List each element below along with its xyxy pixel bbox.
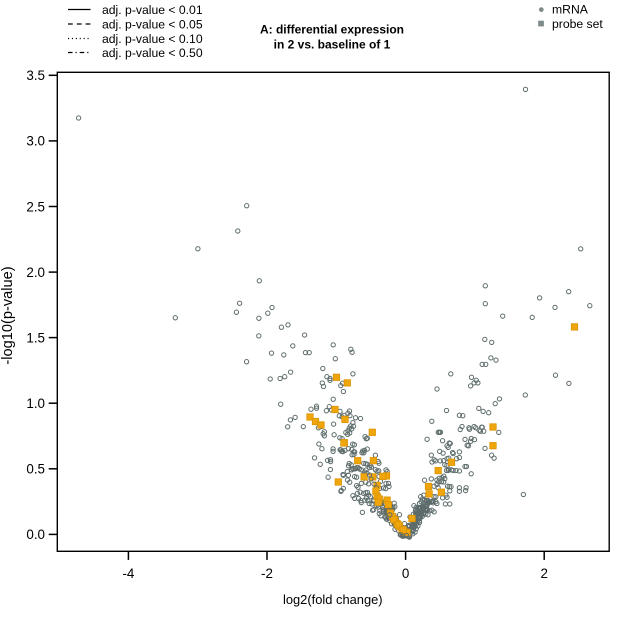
svg-text:2.5: 2.5 — [26, 199, 45, 214]
svg-text:probe set: probe set — [552, 17, 603, 31]
svg-text:0.0: 0.0 — [26, 527, 45, 542]
svg-text:adj. p-value < 0.05: adj. p-value < 0.05 — [102, 17, 203, 31]
svg-text:2: 2 — [540, 566, 547, 581]
svg-text:3.0: 3.0 — [26, 134, 45, 149]
svg-text:-4: -4 — [122, 566, 134, 581]
svg-text:0: 0 — [402, 566, 409, 581]
svg-text:mRNA: mRNA — [552, 3, 589, 17]
svg-text:log2(fold change): log2(fold change) — [283, 592, 383, 607]
svg-text:in 2 vs. baseline of 1: in 2 vs. baseline of 1 — [274, 37, 391, 51]
svg-text:3.5: 3.5 — [26, 68, 45, 83]
svg-text:-2: -2 — [261, 566, 273, 581]
svg-text:1.5: 1.5 — [26, 330, 45, 345]
svg-text:1.0: 1.0 — [26, 396, 45, 411]
svg-text:adj. p-value < 0.01: adj. p-value < 0.01 — [102, 3, 203, 17]
svg-text:0.5: 0.5 — [26, 462, 45, 477]
svg-text:A: differential expression: A: differential expression — [260, 22, 404, 36]
svg-text:adj. p-value < 0.50: adj. p-value < 0.50 — [102, 46, 203, 60]
svg-text:adj. p-value < 0.10: adj. p-value < 0.10 — [102, 32, 203, 46]
svg-text:-log10(p-value): -log10(p-value) — [0, 266, 16, 364]
svg-text:2.0: 2.0 — [26, 265, 45, 280]
